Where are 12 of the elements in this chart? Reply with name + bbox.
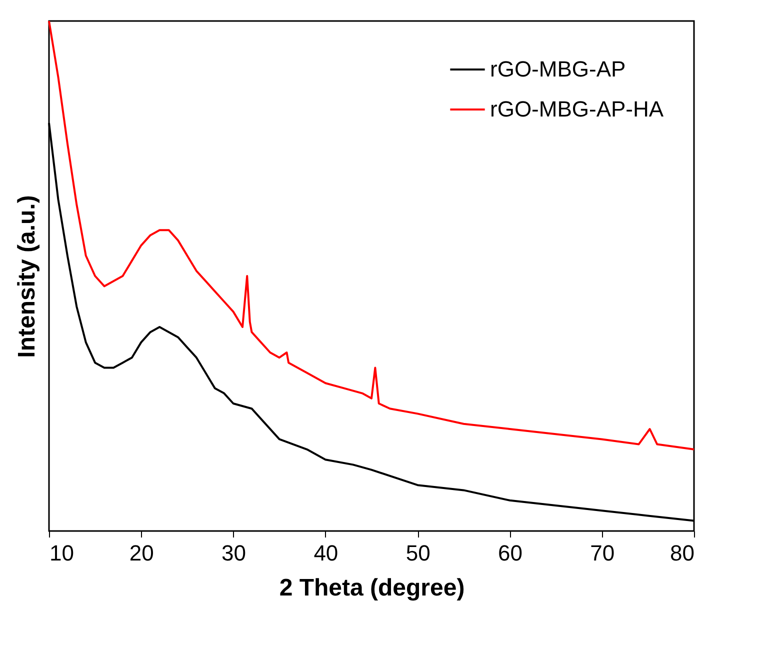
- x-tick-label: 80: [670, 540, 694, 566]
- x-tick-label: 60: [498, 540, 522, 566]
- x-tick-label: 20: [129, 540, 154, 566]
- x-tick-label: 70: [590, 540, 615, 566]
- legend-label: rGO-MBG-AP-HA: [490, 96, 664, 122]
- x-tick-label: 30: [222, 540, 246, 566]
- x-tick-label: 10: [50, 540, 74, 566]
- x-tick-label: 40: [314, 540, 338, 566]
- x-axis-title: 2 Theta (degree): [279, 574, 465, 602]
- y-axis-title: Intensity (a.u.): [14, 195, 40, 358]
- x-tick-label: 50: [406, 540, 430, 566]
- legend-label: rGO-MBG-AP: [490, 56, 626, 82]
